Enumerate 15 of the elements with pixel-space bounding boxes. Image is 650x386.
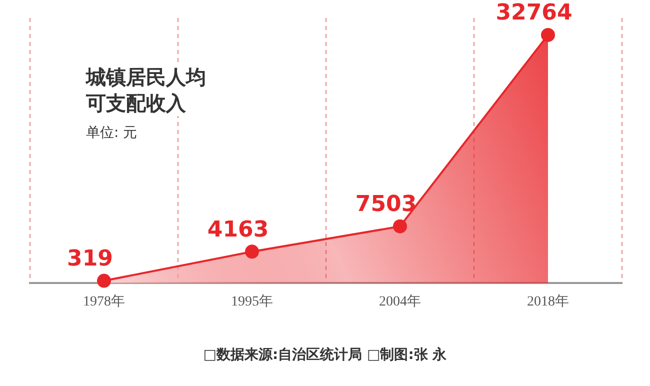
point — [393, 219, 407, 234]
data-label: 7503 — [355, 192, 417, 218]
x-tick-label: 2018年 — [527, 293, 569, 310]
data-label: 4163 — [207, 217, 269, 242]
point — [97, 274, 111, 288]
point — [245, 244, 259, 259]
data-label: 32764 — [496, 0, 572, 26]
x-tick-label: 1995年 — [231, 293, 273, 310]
text: 单位: 元 — [86, 124, 138, 142]
point — [541, 28, 555, 42]
text: □数据来源:自治区统计局 □制图:张 永 — [202, 346, 448, 364]
data-label: 319 — [67, 246, 113, 272]
x-tick-label: 2004年 — [379, 293, 421, 310]
x-tick-label: 1978年 — [83, 293, 125, 310]
text: 城镇居民人均可支配收入 — [86, 64, 216, 116]
